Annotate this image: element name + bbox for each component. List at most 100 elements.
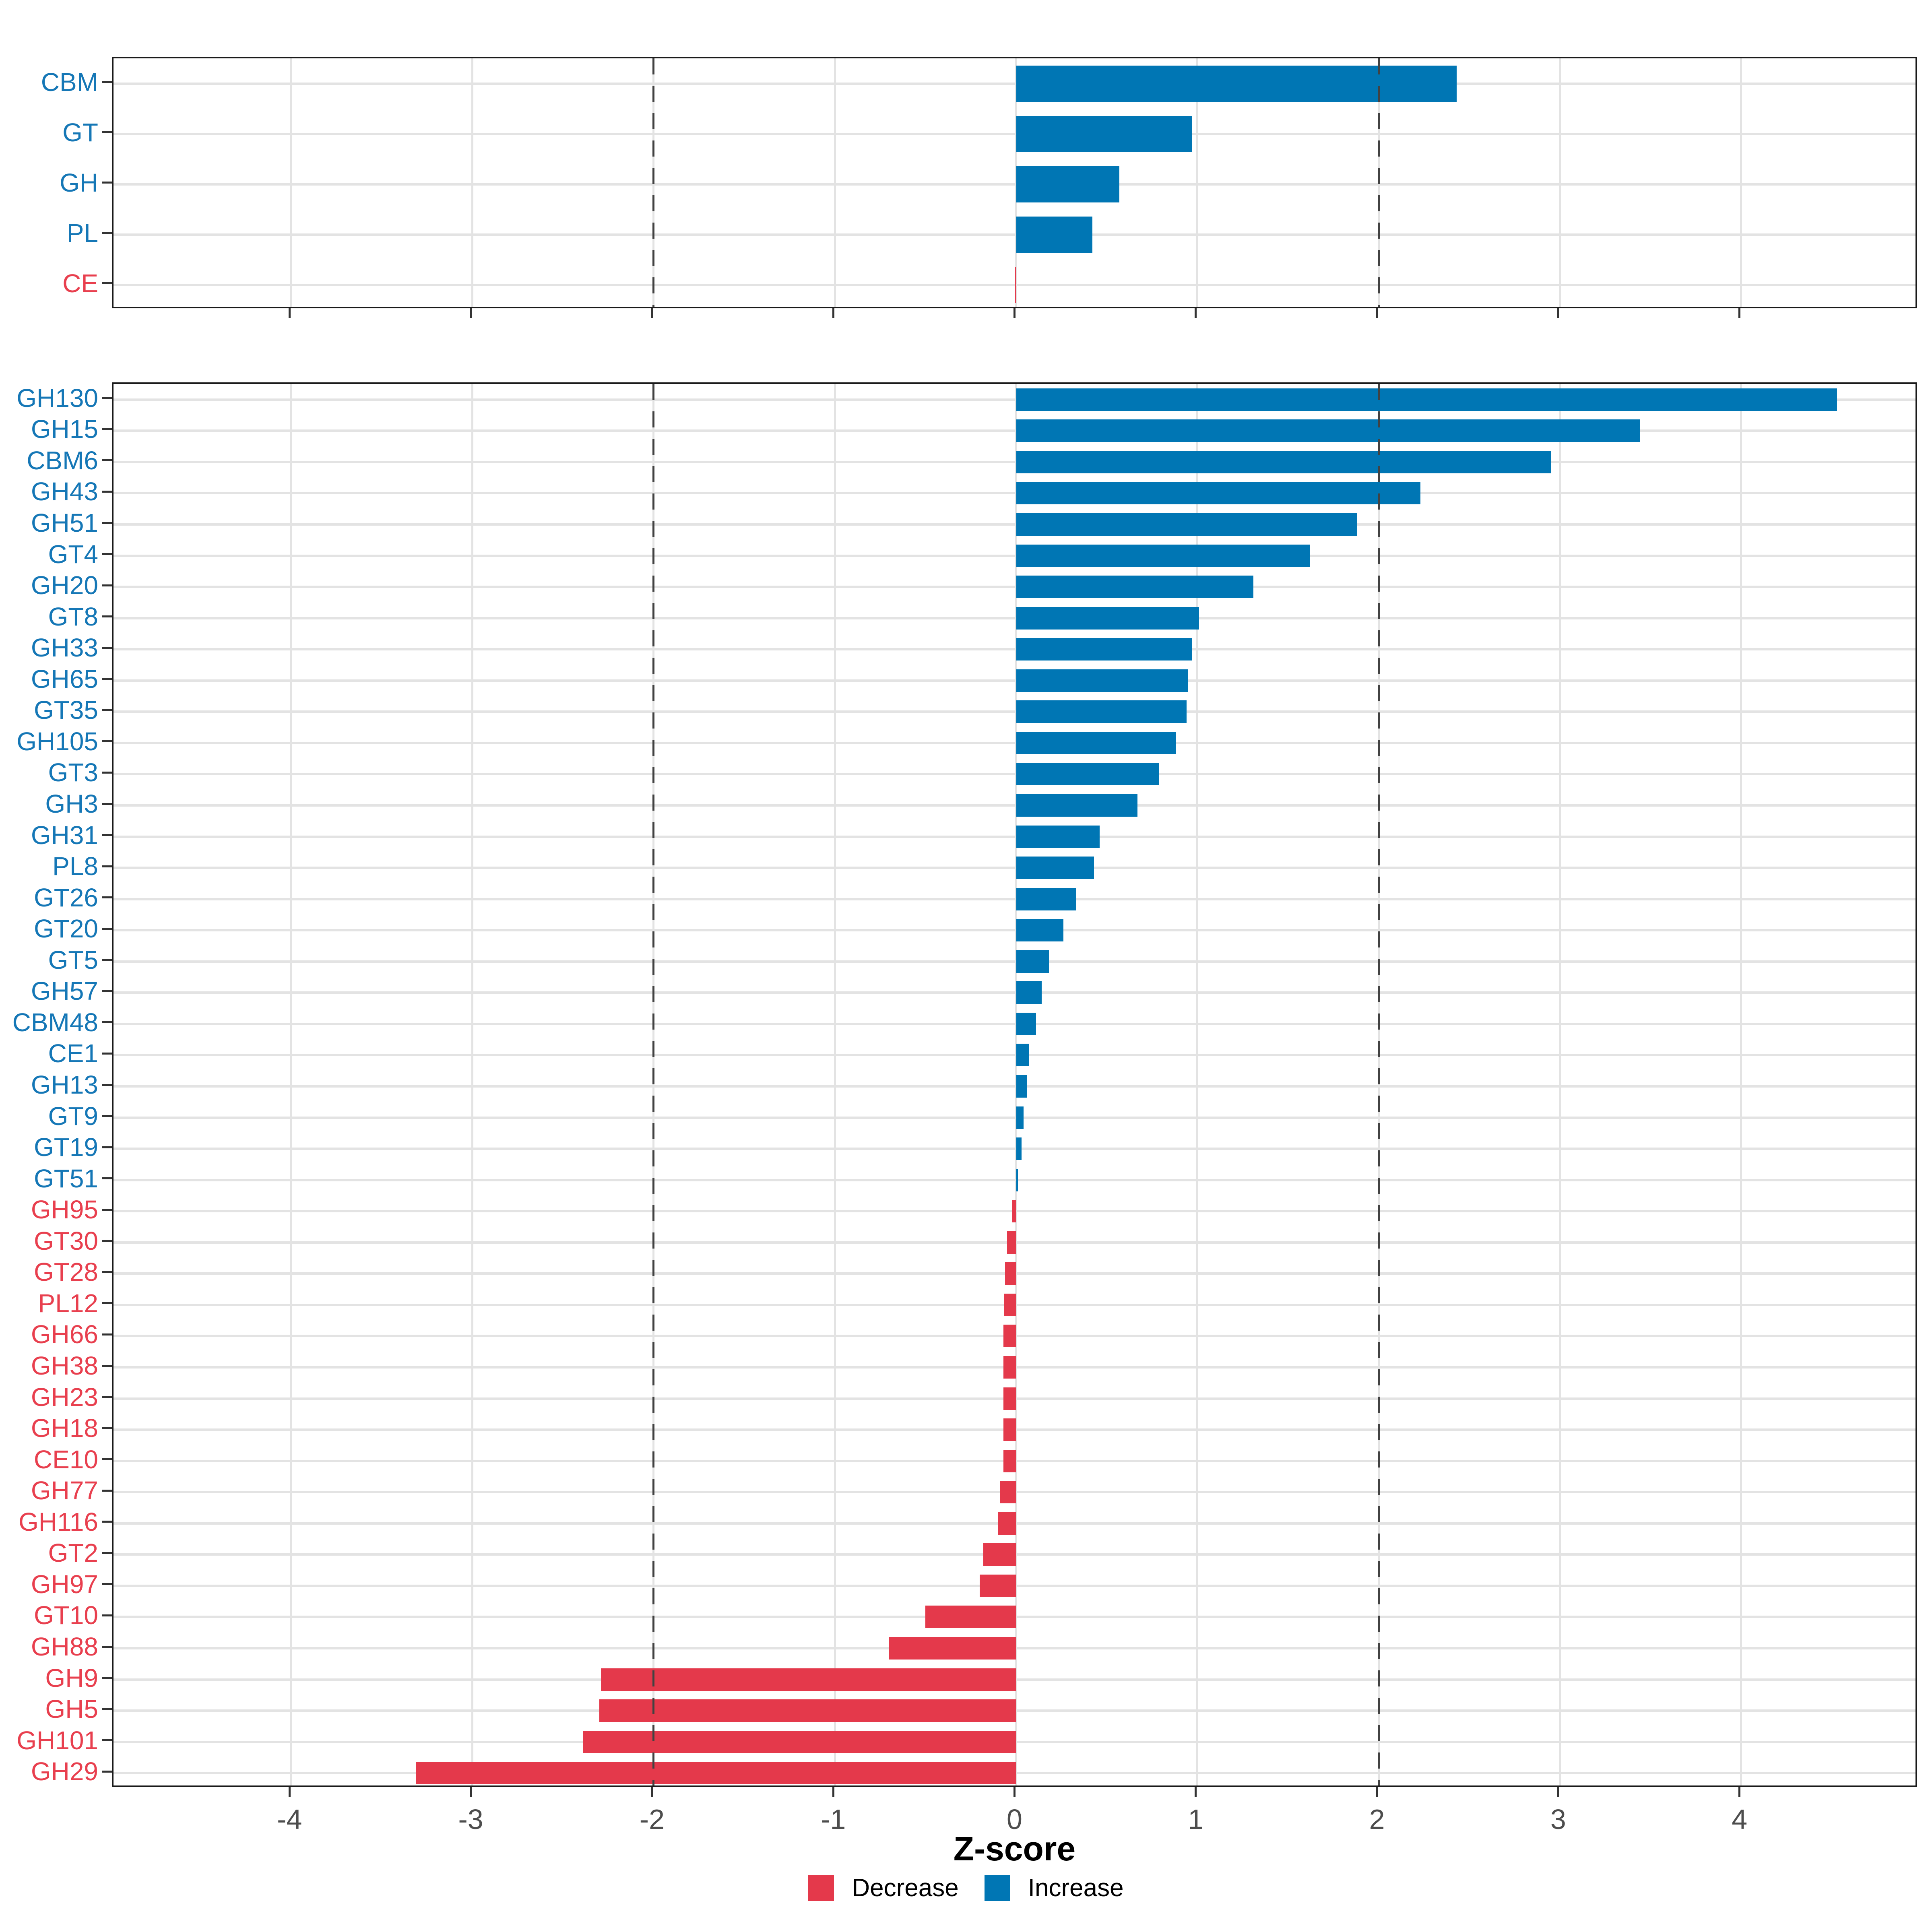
category-label-GH9: GH9 <box>45 1663 98 1693</box>
x-tick-0 <box>1013 308 1016 318</box>
gridline-row <box>114 710 1915 713</box>
reference-line--2 <box>652 58 655 307</box>
category-label-GT26: GT26 <box>33 883 98 912</box>
bar-PL8 <box>1016 857 1094 879</box>
gridline-row <box>114 617 1915 619</box>
legend: Decrease Increase <box>0 1874 1932 1902</box>
x-tick-label-3: 3 <box>1550 1804 1566 1835</box>
gridline-row <box>114 554 1915 557</box>
y-tick-GH105 <box>102 740 112 743</box>
x-tick-4 <box>1738 1787 1741 1797</box>
y-tick-CE1 <box>102 1052 112 1055</box>
bar-CE <box>1015 266 1016 303</box>
gridline-row <box>114 460 1915 463</box>
bar-GH116 <box>998 1512 1016 1535</box>
gridline-x-1 <box>1196 58 1199 307</box>
gridline-x-3 <box>1558 58 1561 307</box>
gridline-x-3 <box>1558 384 1561 1785</box>
y-tick-GH66 <box>102 1333 112 1335</box>
gridline-row <box>114 867 1915 869</box>
category-label-GH31: GH31 <box>31 820 98 850</box>
gridline-row <box>114 1116 1915 1119</box>
category-label-GH116: GH116 <box>18 1507 98 1536</box>
legend-label-decrease: Decrease <box>852 1874 959 1902</box>
y-tick-GT51 <box>102 1177 112 1180</box>
reference-line-2 <box>1377 384 1380 1785</box>
gridline-row <box>114 648 1915 651</box>
category-label-CBM: CBM <box>41 67 98 97</box>
category-label-GH130: GH130 <box>17 383 98 413</box>
y-tick-CE <box>102 282 112 284</box>
gridline-row <box>114 1022 1915 1025</box>
y-tick-GT10 <box>102 1614 112 1616</box>
category-label-GH13: GH13 <box>31 1070 98 1099</box>
x-tick-label--3: -3 <box>458 1804 483 1835</box>
bar-GT4 <box>1016 544 1310 567</box>
x-tick-label--1: -1 <box>821 1804 846 1835</box>
y-tick-GH3 <box>102 803 112 805</box>
bar-GH20 <box>1016 576 1254 599</box>
y-tick-GH5 <box>102 1708 112 1710</box>
reference-line--2 <box>652 384 655 1785</box>
bar-GH97 <box>980 1574 1016 1597</box>
y-tick-GT4 <box>102 553 112 555</box>
bar-GT2 <box>983 1543 1016 1566</box>
y-tick-GT9 <box>102 1115 112 1117</box>
gridline-row <box>114 82 1915 85</box>
bar-GT5 <box>1016 950 1049 973</box>
y-tick-GH65 <box>102 678 112 680</box>
bar-GT30 <box>1007 1231 1016 1254</box>
y-tick-GT26 <box>102 896 112 899</box>
y-tick-GH101 <box>102 1739 112 1742</box>
x-tick--3 <box>470 308 472 318</box>
category-label-GH5: GH5 <box>45 1695 98 1724</box>
bar-GH13 <box>1016 1075 1027 1098</box>
bar-GT8 <box>1016 607 1199 630</box>
category-label-CE: CE <box>62 268 98 298</box>
x-tick--2 <box>651 308 653 318</box>
x-tick-3 <box>1557 308 1559 318</box>
bar-CBM6 <box>1016 450 1551 473</box>
y-tick-PL8 <box>102 865 112 867</box>
x-tick-1 <box>1195 1787 1197 1797</box>
category-label-CE10: CE10 <box>33 1445 98 1474</box>
y-tick-GT8 <box>102 615 112 618</box>
category-label-PL8: PL8 <box>52 852 98 881</box>
y-tick-GH <box>102 182 112 184</box>
x-tick--4 <box>288 308 291 318</box>
gridline-x--3 <box>471 58 474 307</box>
bar-GH29 <box>416 1762 1016 1785</box>
y-tick-GH33 <box>102 646 112 649</box>
y-tick-GT <box>102 131 112 133</box>
bar-GT20 <box>1016 919 1063 942</box>
x-tick--1 <box>832 308 834 318</box>
category-label-GH95: GH95 <box>31 1195 98 1224</box>
x-tick--1 <box>832 1787 834 1797</box>
category-label-CBM6: CBM6 <box>27 446 98 475</box>
category-label-GH66: GH66 <box>31 1320 98 1349</box>
x-tick-label--4: -4 <box>277 1804 302 1835</box>
gridline-x--1 <box>834 58 836 307</box>
category-label-GH65: GH65 <box>31 664 98 694</box>
category-label-GT3: GT3 <box>48 758 98 787</box>
bar-GT9 <box>1016 1106 1024 1129</box>
bar-GH88 <box>889 1637 1016 1660</box>
category-label-GH15: GH15 <box>31 415 98 444</box>
bar-GH101 <box>583 1730 1016 1753</box>
y-tick-GT35 <box>102 709 112 711</box>
bar-GH57 <box>1016 981 1042 1004</box>
gridline-x-1 <box>1196 384 1199 1785</box>
x-tick--2 <box>651 1787 653 1797</box>
bar-GH43 <box>1016 482 1420 505</box>
category-label-GH51: GH51 <box>31 508 98 537</box>
x-tick-2 <box>1376 308 1378 318</box>
category-label-GH: GH <box>60 168 98 197</box>
gridline-row <box>114 398 1915 401</box>
bar-PL <box>1016 216 1092 253</box>
category-label-GH105: GH105 <box>17 727 98 756</box>
x-tick-1 <box>1195 308 1197 318</box>
category-label-GH23: GH23 <box>31 1382 98 1412</box>
gridline-row <box>114 1179 1915 1181</box>
category-label-GH38: GH38 <box>31 1351 98 1380</box>
x-tick-0 <box>1013 1787 1016 1797</box>
